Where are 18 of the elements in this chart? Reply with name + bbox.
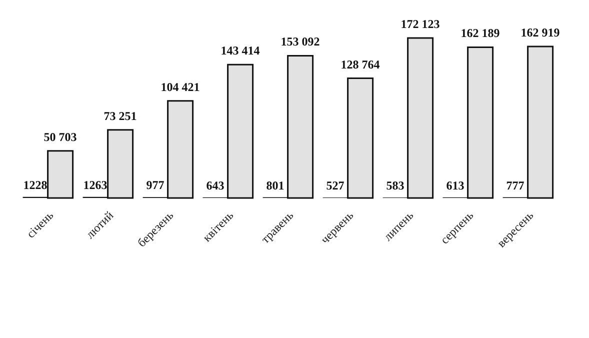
data-label: 143 414 (220, 44, 260, 58)
data-label: 613 (446, 178, 464, 192)
data-label: 801 (266, 178, 284, 192)
data-label: 777 (506, 178, 524, 192)
data-label: 128 764 (340, 57, 380, 72)
data-label: 73 251 (104, 108, 137, 123)
data-label: 643 (206, 178, 224, 192)
data-label: 50 703 (44, 130, 77, 144)
data-label: 1263 (83, 178, 108, 192)
data-label: 104 421 (160, 80, 200, 94)
data-label: 583 (386, 178, 404, 192)
data-label: 1228 (23, 178, 48, 192)
data-label: 172 123 (400, 17, 440, 31)
data-label: 527 (326, 178, 344, 193)
data-label: 153 092 (280, 34, 320, 49)
data-label: 162 919 (520, 26, 560, 40)
data-label: 162 189 (460, 26, 500, 40)
data-label: 977 (146, 178, 164, 192)
